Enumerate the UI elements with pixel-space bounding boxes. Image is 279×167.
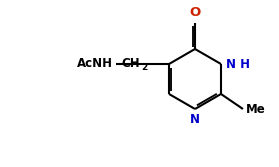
Text: Me: Me [246, 103, 266, 116]
Text: CH: CH [121, 56, 140, 69]
Text: N H: N H [226, 57, 250, 70]
Text: 2: 2 [141, 62, 147, 71]
Text: AcNH: AcNH [77, 56, 113, 69]
Text: O: O [189, 6, 201, 19]
Text: N: N [190, 113, 200, 126]
